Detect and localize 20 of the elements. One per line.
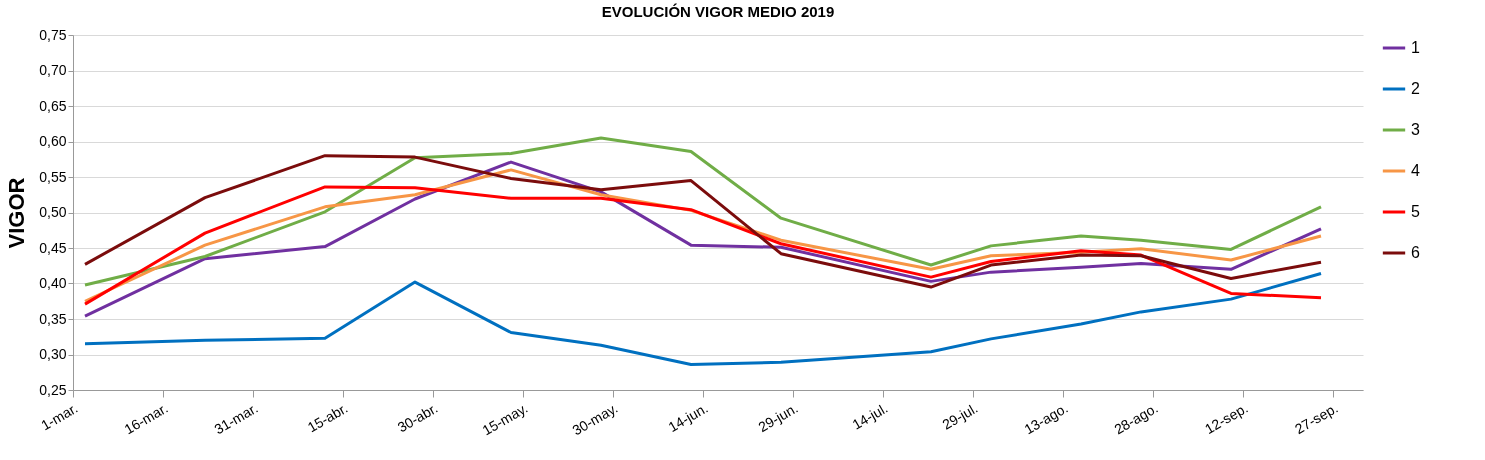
y-tick-label: 0,75 [39,26,67,43]
y-tick-label: 0,50 [39,204,67,220]
y-tick-label: 0,25 [39,381,67,398]
legend-label: 3 [1411,121,1420,138]
legend-label: 2 [1411,80,1420,97]
y-tick-label: 0,65 [39,97,67,114]
legend-label: 1 [1411,39,1420,56]
chart-title: EVOLUCIÓN VIGOR MEDIO 2019 [601,3,835,20]
y-tick-label: 0,70 [39,62,67,78]
y-axis-title: VIGOR [4,177,30,249]
y-tick-label: 0,55 [39,168,67,185]
line-series [83,272,1323,366]
legend-label: 5 [1411,203,1420,220]
legend-label: 4 [1411,162,1420,179]
y-tick-label: 0,40 [39,275,67,291]
legend-label: 6 [1411,244,1420,261]
y-tick-label: 0,30 [39,346,67,362]
y-tick-label: 0,45 [39,239,67,256]
y-tick-label: 0,60 [39,133,67,149]
y-tick-label: 0,35 [39,310,67,327]
